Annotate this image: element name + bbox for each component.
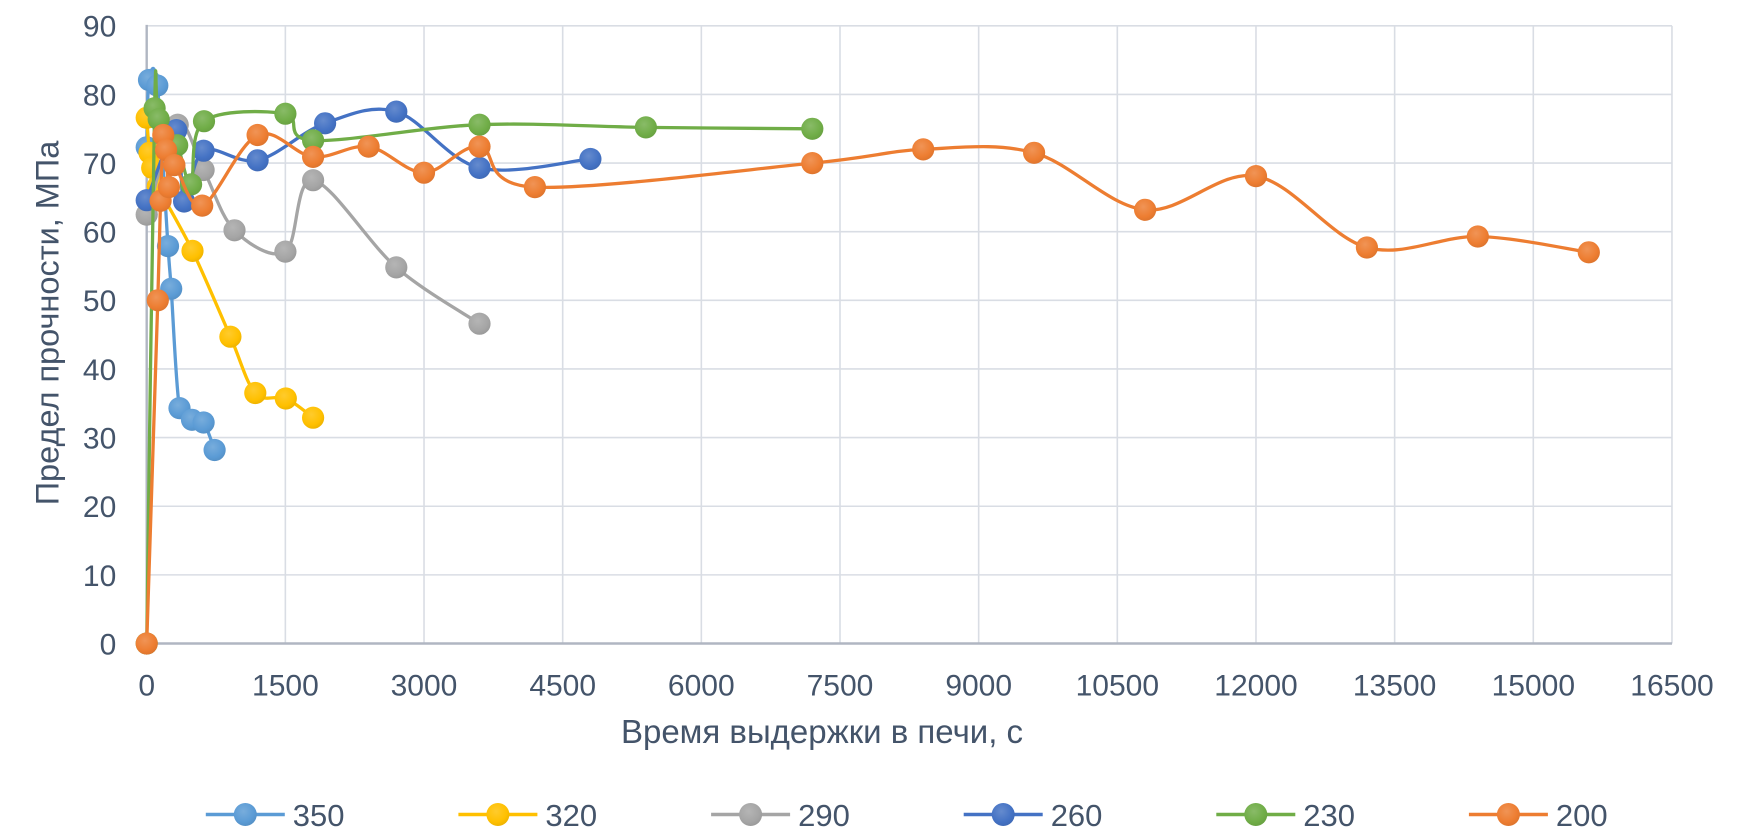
svg-text:0: 0 xyxy=(100,628,117,661)
svg-text:20: 20 xyxy=(83,491,116,524)
svg-text:40: 40 xyxy=(83,354,116,387)
svg-text:230: 230 xyxy=(1303,798,1355,833)
svg-text:0: 0 xyxy=(138,670,155,703)
svg-text:60: 60 xyxy=(83,217,116,250)
svg-text:200: 200 xyxy=(1556,798,1608,833)
svg-text:320: 320 xyxy=(545,798,597,833)
svg-text:15000: 15000 xyxy=(1492,670,1575,703)
svg-text:3000: 3000 xyxy=(391,670,458,703)
svg-text:70: 70 xyxy=(83,148,116,181)
svg-text:10: 10 xyxy=(83,560,116,593)
svg-text:16500: 16500 xyxy=(1630,670,1713,703)
svg-text:10500: 10500 xyxy=(1076,670,1159,703)
svg-text:13500: 13500 xyxy=(1353,670,1436,703)
svg-text:260: 260 xyxy=(1051,798,1103,833)
svg-text:7500: 7500 xyxy=(807,670,874,703)
svg-text:9000: 9000 xyxy=(945,670,1012,703)
svg-text:30: 30 xyxy=(83,423,116,456)
svg-text:12000: 12000 xyxy=(1214,670,1297,703)
svg-text:290: 290 xyxy=(798,798,850,833)
svg-text:90: 90 xyxy=(83,11,116,44)
svg-text:4500: 4500 xyxy=(529,670,596,703)
svg-text:50: 50 xyxy=(83,285,116,318)
svg-text:Предел прочности, МПа: Предел прочности, МПа xyxy=(30,140,66,506)
svg-text:Время выдержки в печи, с: Время выдержки в печи, с xyxy=(621,713,1023,750)
svg-text:6000: 6000 xyxy=(668,670,735,703)
svg-text:1500: 1500 xyxy=(252,670,319,703)
svg-text:350: 350 xyxy=(293,798,345,833)
svg-text:80: 80 xyxy=(83,79,116,112)
